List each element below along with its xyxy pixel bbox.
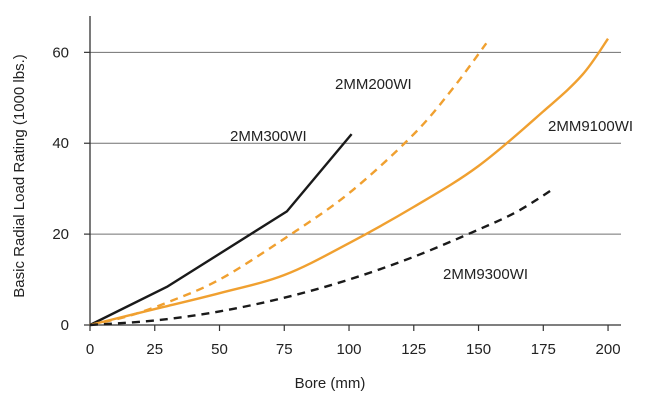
x-tick-label-125: 125: [401, 341, 426, 358]
x-tick-label-75: 75: [276, 341, 293, 358]
series-line-2mm9100wi: [89, 38, 609, 327]
x-axis-title: Bore (mm): [295, 375, 366, 392]
ticks-layer: 0 25 50 75 100 125 150 175 200 0 20 40 60: [52, 44, 620, 358]
x-tick-label-0: 0: [86, 341, 94, 358]
x-tick-label-25: 25: [146, 341, 163, 358]
x-tick-label-100: 100: [337, 341, 362, 358]
x-tick-label-175: 175: [531, 341, 556, 358]
x-tick-label-50: 50: [211, 341, 228, 358]
series-label-2mm300wi: 2MM300WI: [230, 128, 307, 145]
y-tick-label-20: 20: [52, 226, 69, 243]
x-tick-label-200: 200: [596, 341, 621, 358]
x-tick-label-150: 150: [466, 341, 491, 358]
y-tick-label-40: 40: [52, 135, 69, 152]
series-label-2mm9300wi: 2MM9300WI: [443, 266, 528, 283]
series-layer: [89, 38, 609, 327]
y-tick-label-0: 0: [61, 317, 69, 334]
series-labels-layer: 2MM300WI 2MM200WI 2MM9100WI 2MM9300WI: [230, 76, 633, 283]
axes-layer: [89, 16, 621, 326]
series-label-2mm9100wi: 2MM9100WI: [548, 118, 633, 135]
series-line-2mm300wi: [89, 133, 353, 327]
y-tick-label-60: 60: [52, 44, 69, 61]
series-label-2mm200wi: 2MM200WI: [335, 76, 412, 93]
grid-layer: [90, 51, 621, 235]
series-line-2mm200wi: [89, 42, 488, 327]
y-axis-title: Basic Radial Load Rating (1000 lbs.): [11, 54, 28, 297]
